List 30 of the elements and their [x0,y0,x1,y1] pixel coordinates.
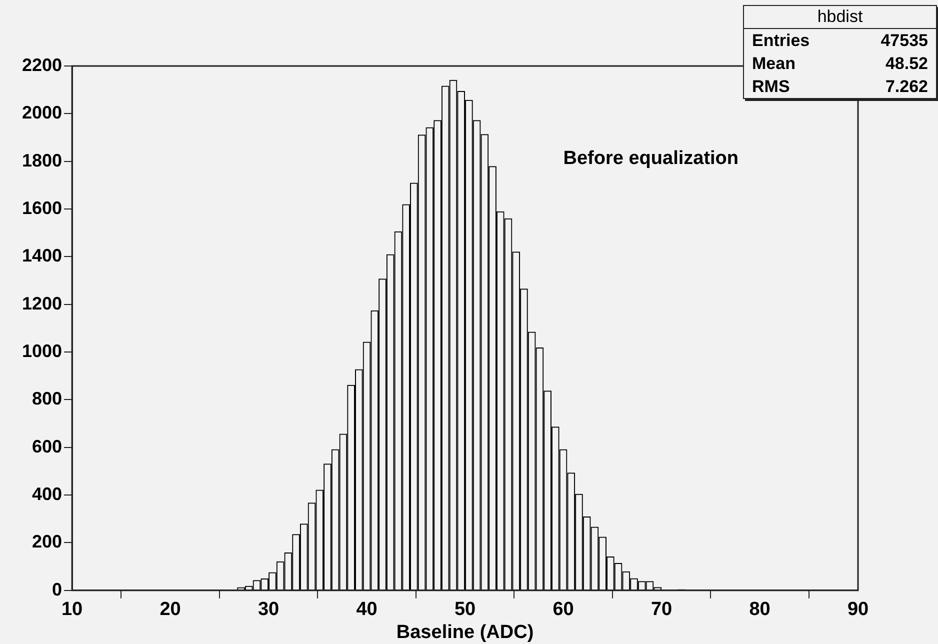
x-tick-label: 80 [749,599,770,620]
y-tick-label: 800 [32,388,62,409]
annotation: Before equalization [563,148,739,170]
x-tick-label: 30 [258,599,280,620]
y-tick-label: 0 [52,579,62,600]
y-tick-label: 1800 [22,150,62,170]
x-axis-title: Baseline (ADC) [396,622,534,643]
x-tick-label: 70 [650,599,672,620]
x-tick-label: 90 [847,599,869,620]
x-tick-label: 60 [552,599,574,620]
x-tick-label: 50 [454,599,476,620]
y-tick-label: 1600 [22,198,62,218]
y-tick-label: 1400 [22,246,62,266]
y-tick-label: 2200 [22,54,62,75]
y-tick-label: 600 [32,436,62,456]
text: Entries [752,30,810,52]
y-tick-label: 1000 [22,341,62,362]
y-tick-label: 2000 [22,102,62,123]
x-tick-label: 10 [61,599,83,620]
text: 47535 [880,30,928,52]
text: hbdist [744,6,936,29]
text: 7.262 [885,76,928,98]
annotation: RMS [752,76,790,98]
annotation: Mean [752,53,796,75]
y-tick-label: 1200 [22,293,62,314]
y-tick-label: 200 [32,532,62,552]
x-tick-label: 20 [160,599,181,620]
x-tick-label: 40 [356,599,378,620]
y-tick-label: 400 [32,484,62,504]
text: 48.52 [885,53,928,75]
